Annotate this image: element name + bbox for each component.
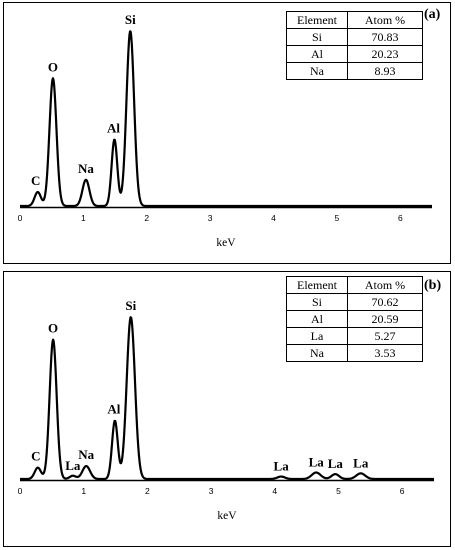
table-cell-element: Si [286, 293, 348, 311]
peak-label: Na [78, 161, 94, 176]
table-cell-element: Al [286, 45, 348, 63]
peak-label: O [48, 321, 58, 336]
x-tick-label: 1 [81, 213, 86, 223]
peak-label: Al [107, 402, 120, 417]
table-row: Al 20.59 [286, 310, 423, 328]
table-row: La 5.27 [286, 327, 423, 345]
table-header-element: Element [286, 11, 348, 29]
table-header-element: Element [286, 276, 348, 294]
x-tick-label: 4 [271, 213, 276, 223]
peak-label: C [31, 449, 40, 464]
table-cell-element: Na [286, 62, 348, 80]
composition-table-b: Element Atom % Si 70.62 Al 20.59 La 5.27… [286, 276, 423, 362]
spectrum-curve [19, 30, 433, 208]
table-cell-element: Si [286, 28, 348, 46]
x-tick-label: 4 [272, 486, 277, 496]
x-tick-label: 2 [144, 213, 149, 223]
table-cell-element: La [286, 327, 348, 345]
panel-label-b: (b) [424, 278, 442, 293]
x-axis-title: keV [216, 237, 236, 249]
x-tick-label: 3 [208, 213, 213, 223]
x-tick-label: 3 [209, 486, 214, 496]
table-cell-value: 70.83 [347, 28, 423, 46]
table-cell-element: Al [286, 310, 348, 328]
table-row: Na 3.53 [286, 344, 423, 362]
spectrum-panel-a: 0 1 2 3 4 5 6 keV C O Na Al Si (a) Element Atom % Si… [3, 2, 451, 264]
peak-label: Na [78, 447, 94, 462]
table-header-row: Element Atom % [286, 11, 423, 29]
x-axis-title: keV [217, 510, 237, 522]
table-cell-value: 3.53 [347, 344, 423, 362]
panel-label-a: (a) [424, 7, 441, 22]
x-tick-label: 6 [400, 486, 405, 496]
x-tick-label: 1 [81, 486, 86, 496]
peak-label: La [65, 458, 81, 473]
peak-label: La [353, 455, 369, 470]
table-row: Na 8.93 [286, 62, 423, 80]
table-cell-value: 20.59 [347, 310, 423, 328]
table-header-atom: Atom % [347, 276, 423, 294]
peak-label: La [309, 455, 325, 470]
table-cell-value: 8.93 [347, 62, 423, 80]
spectrum-curve [19, 316, 435, 481]
x-tick-label: 6 [398, 213, 403, 223]
peak-label: Si [125, 12, 136, 27]
x-tick-label: 5 [335, 213, 340, 223]
x-tick-label: 5 [336, 486, 341, 496]
spectrum-panel-b: 0 1 2 3 4 5 6 keV C O La Na Al Si La La La La (b) Element… [3, 271, 451, 547]
x-tick-label: 0 [18, 486, 23, 496]
x-tick-label: 2 [145, 486, 150, 496]
x-tick-label: 0 [18, 213, 23, 223]
peak-label: Si [125, 298, 136, 313]
table-cell-element: Na [286, 344, 348, 362]
composition-table-a: Element Atom % Si 70.83 Al 20.23 Na 8.93 [286, 11, 423, 80]
table-row: Al 20.23 [286, 45, 423, 63]
peak-label: C [31, 173, 40, 188]
peak-label: O [48, 59, 58, 74]
peak-label: Al [107, 121, 120, 136]
table-header-row: Element Atom % [286, 276, 423, 294]
table-cell-value: 20.23 [347, 45, 423, 63]
table-header-atom: Atom % [347, 11, 423, 29]
table-cell-value: 70.62 [347, 293, 423, 311]
peak-label: La [274, 459, 290, 474]
table-row: Si 70.83 [286, 28, 423, 46]
table-cell-value: 5.27 [347, 327, 423, 345]
peak-label: La [328, 456, 344, 471]
table-row: Si 70.62 [286, 293, 423, 311]
